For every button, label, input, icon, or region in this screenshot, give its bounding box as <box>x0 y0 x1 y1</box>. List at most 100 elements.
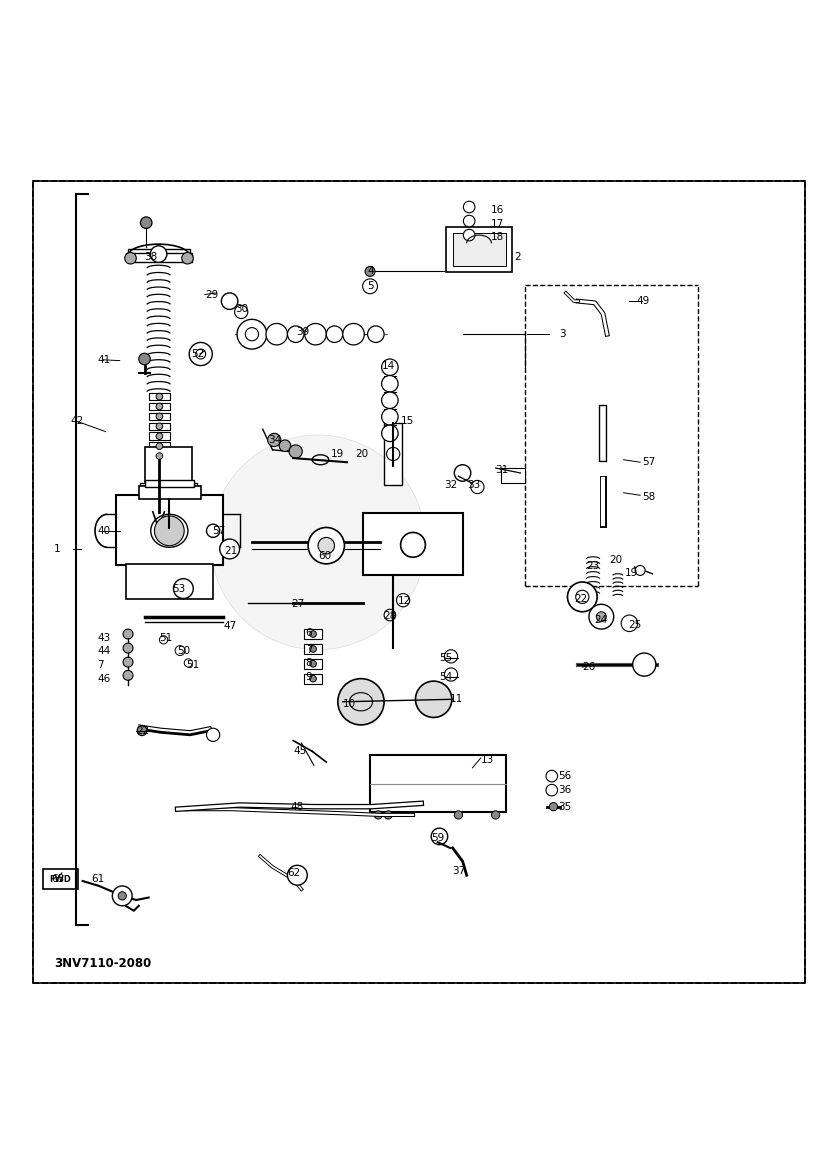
Circle shape <box>308 527 344 563</box>
Bar <box>149 442 170 449</box>
Circle shape <box>338 679 384 725</box>
Text: 16: 16 <box>491 205 504 215</box>
Text: FWD: FWD <box>50 875 71 883</box>
Circle shape <box>279 440 291 452</box>
Circle shape <box>123 629 133 639</box>
Text: 51: 51 <box>159 633 173 644</box>
Text: 10: 10 <box>343 700 356 709</box>
Bar <box>149 392 170 400</box>
Circle shape <box>463 201 475 213</box>
Circle shape <box>220 539 240 559</box>
Text: 59: 59 <box>431 833 444 843</box>
Text: 58: 58 <box>643 492 656 502</box>
Text: 6: 6 <box>306 629 312 638</box>
Circle shape <box>156 423 163 430</box>
Circle shape <box>123 644 133 653</box>
Bar <box>446 227 512 272</box>
Bar <box>370 755 506 811</box>
Text: 27: 27 <box>291 599 304 609</box>
Circle shape <box>374 811 382 819</box>
Circle shape <box>589 604 614 629</box>
Bar <box>128 249 190 256</box>
Circle shape <box>384 609 396 620</box>
Circle shape <box>196 349 206 359</box>
Text: 43: 43 <box>97 633 111 644</box>
Circle shape <box>382 376 398 392</box>
Circle shape <box>387 447 400 461</box>
Text: 30: 30 <box>235 304 249 313</box>
Bar <box>363 513 463 575</box>
Text: 12: 12 <box>398 596 411 606</box>
Bar <box>384 423 402 484</box>
Text: 47: 47 <box>223 620 236 631</box>
Circle shape <box>576 590 589 603</box>
Text: 3: 3 <box>559 329 566 339</box>
Text: 4: 4 <box>368 267 374 276</box>
Circle shape <box>444 650 458 663</box>
Bar <box>145 447 192 487</box>
Circle shape <box>173 579 193 598</box>
Text: 25: 25 <box>628 620 641 630</box>
Circle shape <box>118 892 126 900</box>
Circle shape <box>546 771 558 782</box>
Circle shape <box>621 615 638 632</box>
Text: 19: 19 <box>330 449 344 459</box>
Circle shape <box>382 409 398 425</box>
Text: 49: 49 <box>636 296 649 306</box>
Text: 56: 56 <box>558 771 572 781</box>
Circle shape <box>326 326 343 342</box>
Circle shape <box>549 802 558 811</box>
Circle shape <box>268 433 281 447</box>
Text: 1: 1 <box>54 544 60 554</box>
Text: 37: 37 <box>452 866 465 876</box>
Circle shape <box>156 403 163 410</box>
Text: 18: 18 <box>491 232 504 242</box>
Text: 45: 45 <box>293 746 306 757</box>
Circle shape <box>137 725 147 736</box>
Circle shape <box>206 524 220 538</box>
Circle shape <box>156 413 163 420</box>
Text: 23: 23 <box>586 561 600 572</box>
Text: 29: 29 <box>205 290 218 299</box>
Text: 33: 33 <box>467 481 480 490</box>
Text: 22: 22 <box>574 595 587 604</box>
Text: 31: 31 <box>496 466 509 475</box>
Circle shape <box>112 886 132 906</box>
Text: 53: 53 <box>172 583 185 594</box>
Bar <box>304 629 322 639</box>
Circle shape <box>491 811 500 819</box>
Circle shape <box>139 353 150 364</box>
Text: 8: 8 <box>306 658 312 668</box>
Circle shape <box>368 326 384 342</box>
Text: 48: 48 <box>291 802 304 812</box>
Circle shape <box>150 246 167 262</box>
Text: 19: 19 <box>625 568 638 577</box>
Text: 42: 42 <box>70 416 83 426</box>
Bar <box>140 483 197 491</box>
Text: 35: 35 <box>558 802 572 811</box>
Text: 2: 2 <box>514 253 520 262</box>
Text: 38: 38 <box>145 253 158 262</box>
Circle shape <box>189 342 212 365</box>
Text: 11: 11 <box>450 694 463 704</box>
Circle shape <box>305 324 326 345</box>
Bar <box>149 453 170 460</box>
Circle shape <box>444 668 458 681</box>
Text: 61: 61 <box>91 874 104 885</box>
Text: 14: 14 <box>382 361 395 370</box>
Circle shape <box>365 267 375 276</box>
Circle shape <box>287 326 304 342</box>
Bar <box>126 563 213 598</box>
Circle shape <box>211 435 425 650</box>
Text: 34: 34 <box>268 435 282 445</box>
Circle shape <box>567 582 597 612</box>
Circle shape <box>396 594 410 606</box>
Circle shape <box>384 811 392 819</box>
Text: 22: 22 <box>136 725 150 736</box>
Text: 54: 54 <box>439 672 453 682</box>
Text: 7: 7 <box>306 645 312 654</box>
Bar <box>304 674 322 683</box>
Text: 60: 60 <box>318 551 331 561</box>
Bar <box>43 870 78 889</box>
Circle shape <box>287 865 307 885</box>
